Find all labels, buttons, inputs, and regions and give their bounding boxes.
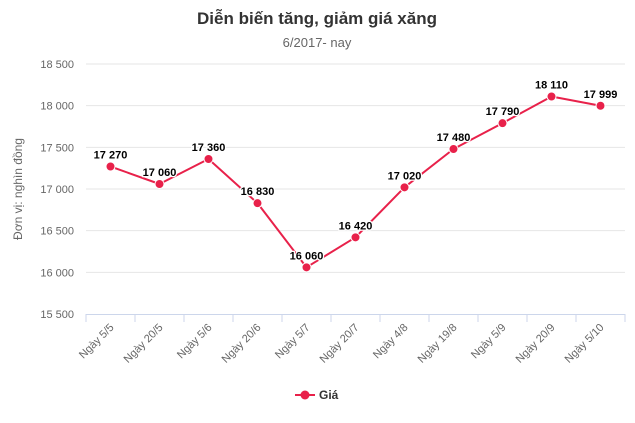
data-point[interactable] [350,232,361,243]
x-tick-label: Ngày 4/8 [371,322,411,362]
x-tick-label: Ngày 5/7 [273,322,313,362]
legend-marker [300,390,310,400]
data-point[interactable] [301,262,312,273]
data-label: 17 790 [486,106,520,118]
data-label: 16 830 [241,186,275,198]
data-label: 17 999 [584,89,618,101]
data-label: 17 480 [437,132,471,144]
data-label: 17 360 [192,142,226,154]
data-label: 17 060 [143,167,177,179]
data-labels: 17 270 17 060 17 360 16 830 16 060 16 420 17 0… [92,78,618,263]
data-label: 17 020 [388,170,422,182]
x-tick-label: Ngày 5/9 [469,322,509,362]
x-axis [85,314,626,322]
y-tick-label: 15 500 [40,309,74,321]
y-tick-label: 17 500 [40,142,74,154]
data-point[interactable] [154,179,165,189]
x-tick-label: Ngày 20/7 [318,322,362,366]
y-tick-label: 16 000 [40,267,74,279]
y-axis-label: Đơn vị: nghìn đồng [11,138,25,240]
y-tick-label: 18 500 [40,59,74,71]
data-point[interactable] [252,198,263,209]
y-tick-label: 17 000 [40,184,74,196]
y-tick-label: 18 000 [40,101,74,113]
y-tick-label: 16 500 [40,226,74,238]
chart-subtitle: 6/2017- nay [283,35,352,50]
x-tick-label: Ngày 19/8 [416,322,460,366]
legend[interactable]: Giá [295,388,339,402]
data-label: 17 270 [94,150,128,162]
x-tick-label: Ngày 5/6 [175,322,215,362]
data-label: 18 110 [535,80,568,92]
x-tick-label: Ngày 20/5 [122,322,166,366]
data-point[interactable] [546,91,557,102]
data-label: 16 420 [339,220,373,232]
data-point[interactable] [497,118,508,129]
data-label: 16 060 [290,250,324,262]
y-axis-ticks: 15 500 16 000 16 500 17 000 17 500 18 000 18 5… [40,59,74,321]
x-tick-label: Ngày 20/6 [220,322,264,366]
data-point[interactable] [595,100,606,111]
x-tick-label: Ngày 20/9 [514,322,558,366]
data-point[interactable] [399,182,410,193]
x-axis-ticks: Ngày 5/5 Ngày 20/5 Ngày 5/6 Ngày 20/6 Ngày 5… [77,322,607,366]
chart-title: Diễn biến tăng, giảm giá xăng [197,9,437,28]
data-point[interactable] [203,154,214,164]
legend-label: Giá [319,388,339,402]
data-point[interactable] [448,144,459,154]
gridlines [86,63,625,273]
data-point[interactable] [105,161,116,172]
x-tick-label: Ngày 5/10 [563,322,607,366]
series-gia [105,91,606,273]
x-tick-label: Ngày 5/5 [77,322,117,362]
